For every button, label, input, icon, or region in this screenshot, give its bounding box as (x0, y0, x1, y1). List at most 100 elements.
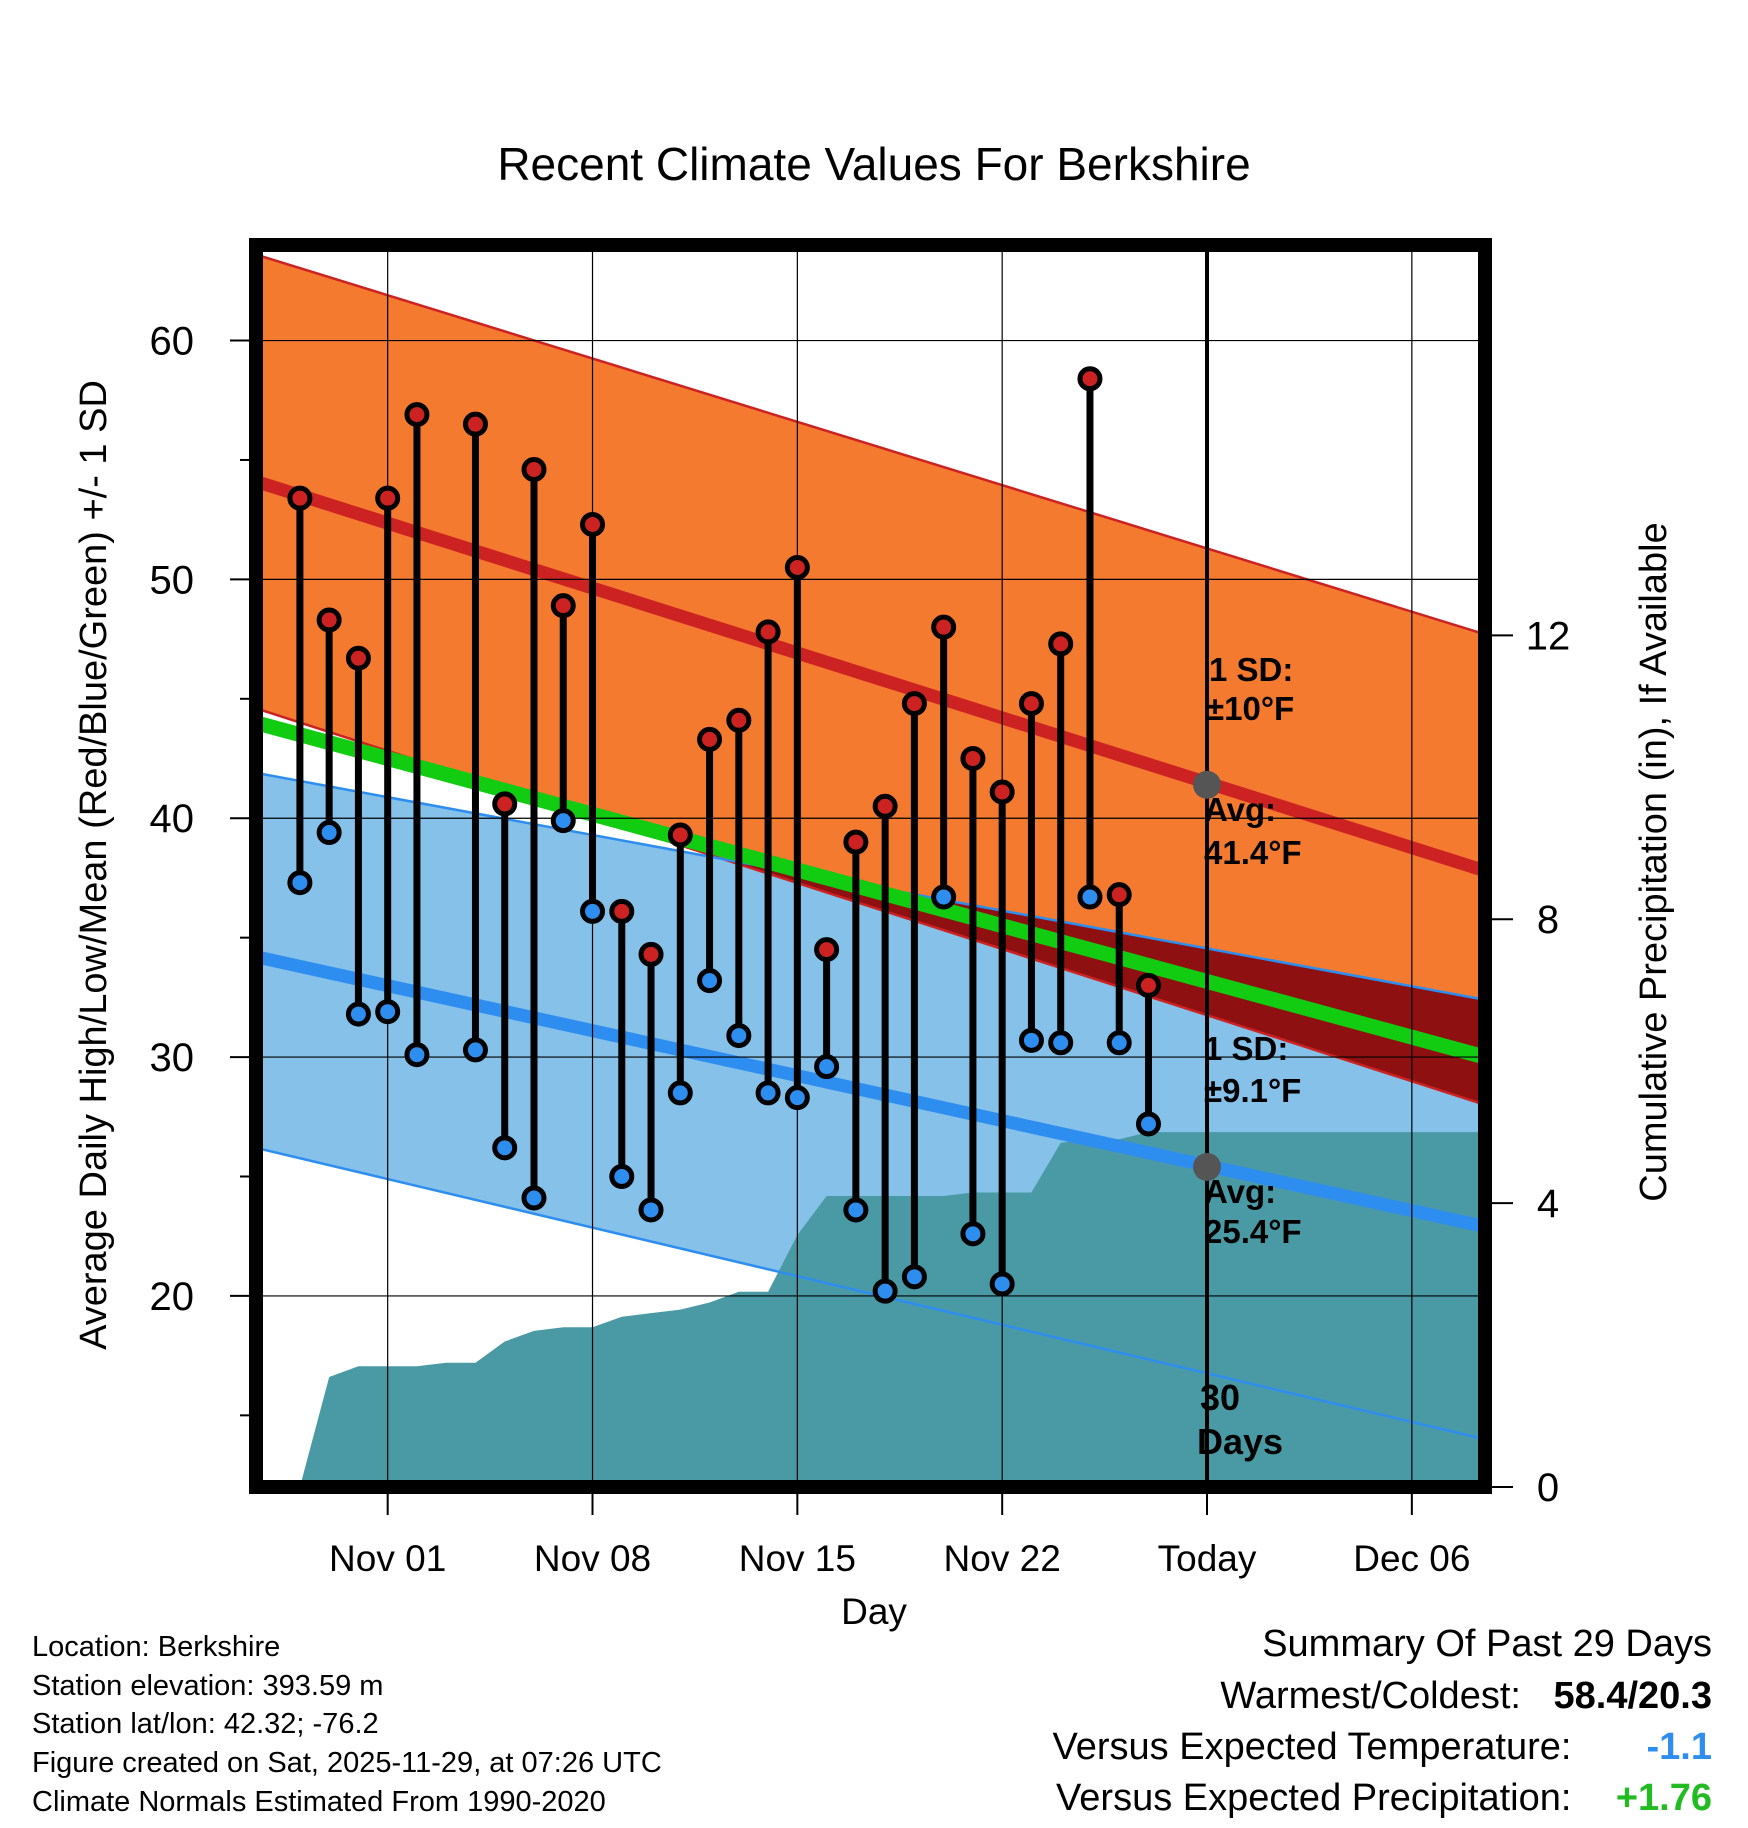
low-dot-22 (931, 884, 957, 910)
x-tick-label-17: Nov 15 (739, 1538, 856, 1579)
footer-elevation: Station elevation: 393.59 m (32, 1670, 384, 1702)
low-dot-24 (989, 1271, 1015, 1297)
chart-title: Recent Climate Values For Berkshire (497, 138, 1250, 190)
x-axis-label: Day (841, 1591, 907, 1632)
high-dot-25 (1018, 691, 1044, 717)
low-dot-29 (1135, 1111, 1161, 1137)
x-tick-label-10: Nov 08 (534, 1538, 651, 1579)
y2-tick-label-8: 8 (1537, 898, 1559, 942)
low-dot-26 (1048, 1030, 1074, 1056)
high-dot-10 (580, 511, 606, 537)
low-dot-2 (345, 1001, 371, 1027)
footer-latlon: Station lat/lon: 42.32; -76.2 (32, 1708, 379, 1740)
high-dot-14 (697, 726, 723, 752)
x-tick-label-38: Dec 06 (1353, 1538, 1470, 1579)
high-dot-19 (843, 829, 869, 855)
summary-precip-value: +1.76 (1615, 1777, 1712, 1819)
y-tick-label-40: 40 (150, 797, 195, 841)
low-dot-3 (375, 999, 401, 1025)
high-dot-17 (784, 554, 810, 580)
low-dot-16 (755, 1080, 781, 1106)
high-avg-today-dot (1193, 770, 1222, 799)
high-dot-1 (316, 607, 342, 633)
x-tick-label-31: Today (1158, 1538, 1257, 1579)
precip-area (299, 1132, 1485, 1487)
summary-precip-label: Versus Expected Precipitation: (1056, 1777, 1572, 1819)
high-dot-20 (872, 793, 898, 819)
high-dot-23 (960, 746, 986, 772)
low-dot-21 (901, 1264, 927, 1290)
low-dot-4 (404, 1042, 430, 1068)
days-label-number: 30 (1200, 1377, 1240, 1418)
low-sd-label: 1 SD: (1204, 1030, 1288, 1067)
high-dot-12 (638, 941, 664, 967)
low-dot-11 (609, 1164, 635, 1189)
mean-avg-line (256, 715, 1485, 1065)
high-dot-18 (814, 937, 840, 963)
low-dot-9 (550, 808, 576, 834)
low-dot-23 (960, 1221, 986, 1247)
footer-created: Figure created on Sat, 2025-11-29, at 07… (32, 1747, 662, 1779)
high-dot-29 (1135, 972, 1161, 998)
high-dot-0 (287, 485, 313, 511)
low-dot-19 (843, 1197, 869, 1223)
low-dot-27 (1077, 884, 1103, 910)
y2-tick-label-4: 4 (1537, 1182, 1559, 1226)
high-dot-3 (375, 485, 401, 511)
low-dot-17 (784, 1085, 810, 1111)
summary-temp-value: -1.1 (1646, 1726, 1712, 1768)
high-sd-label: 1 SD: (1209, 651, 1293, 688)
high-dot-24 (989, 779, 1015, 805)
summary-warm-row: Warmest/Coldest: 58.4/20.3 (1220, 1677, 1712, 1715)
high-dot-21 (901, 691, 927, 717)
low-lower-line (256, 1146, 1485, 1441)
summary-temp-label: Versus Expected Temperature: (1052, 1726, 1572, 1768)
high-avg-value: 41.4°F (1204, 834, 1302, 871)
y-tick-label-50: 50 (150, 558, 195, 602)
high-dot-15 (726, 707, 752, 733)
axes: Recent Climate Values For Berkshire Day … (73, 138, 1675, 1632)
days-label-word: Days (1197, 1421, 1283, 1462)
low-dot-18 (814, 1054, 840, 1080)
high-dot-9 (550, 593, 576, 619)
high-dot-22 (931, 614, 957, 640)
high-dot-7 (492, 791, 518, 817)
footer-location: Location: Berkshire (32, 1631, 281, 1663)
y2-tick-label-12: 12 (1526, 614, 1571, 658)
high-dot-8 (521, 457, 547, 483)
summary-warm-label: Warmest/Coldest: (1220, 1675, 1521, 1717)
high-upper-line (256, 253, 1485, 636)
y-tick-label-60: 60 (150, 320, 195, 364)
low-avg-value: 25.4°F (1204, 1213, 1302, 1250)
high-avg-line (256, 475, 1485, 877)
high-dot-27 (1077, 366, 1103, 392)
high-dot-16 (755, 619, 781, 645)
low-dot-14 (697, 968, 723, 994)
low-avg-line (256, 950, 1485, 1234)
high-dot-11 (609, 898, 635, 924)
plot-frame (249, 238, 1492, 1494)
high-dot-26 (1048, 631, 1074, 657)
annotations: 1 SD: ±10°F Avg: 41.4°F 1 SD: ±9.1°F Avg… (1197, 651, 1302, 1462)
summary-temp-row: Versus Expected Temperature: -1.1 (1053, 1728, 1712, 1766)
high-dot-6 (462, 411, 488, 437)
high-avg-label: Avg: (1204, 791, 1276, 828)
summary-precip-row: Versus Expected Precipitation: +1.76 (1056, 1779, 1712, 1817)
low-dot-8 (521, 1185, 547, 1211)
y-tick-label-20: 20 (150, 1275, 195, 1319)
data-marks (287, 366, 1161, 1304)
high-dot-2 (345, 645, 371, 671)
high-dot-13 (667, 822, 693, 848)
low-dot-20 (872, 1278, 898, 1304)
y-axis-label: Average Daily High/Low/Mean (Red/Blue/Gr… (73, 380, 115, 1350)
low-dot-13 (667, 1080, 693, 1106)
footer-normals: Climate Normals Estimated From 1990-2020 (32, 1786, 606, 1818)
low-avg-today-dot (1193, 1152, 1222, 1181)
y2-tick-label-0: 0 (1537, 1466, 1559, 1510)
y-tick-label-30: 30 (150, 1036, 195, 1080)
low-avg-label: Avg: (1204, 1173, 1276, 1210)
plot-area (256, 253, 1485, 1487)
x-tick-label-24: Nov 22 (944, 1538, 1061, 1579)
high-sd-value: ±10°F (1206, 690, 1294, 727)
